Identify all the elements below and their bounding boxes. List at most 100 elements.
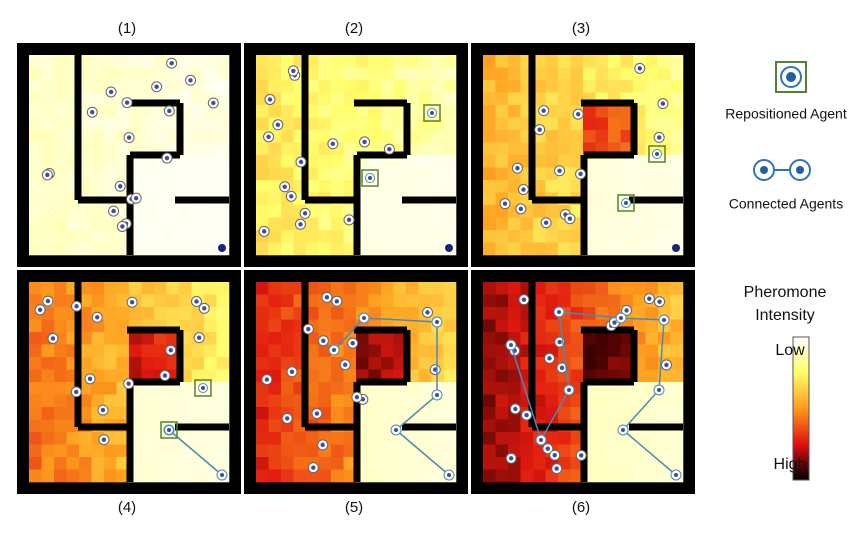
heat-cell: [483, 294, 496, 308]
heat-cell: [281, 469, 294, 483]
agent-core: [261, 229, 267, 234]
heat-cell: [495, 357, 509, 370]
heat-cell: [670, 319, 684, 333]
heat-cell: [54, 117, 67, 131]
heat-cell: [508, 55, 521, 68]
heat-cell: [166, 307, 180, 320]
heat-cell: [645, 357, 659, 370]
heat-cell: [116, 80, 130, 93]
agent-core: [509, 343, 513, 347]
heat-cell: [495, 67, 509, 81]
heat-cell: [306, 394, 319, 408]
heat-cell: [29, 192, 42, 206]
heat-cell: [191, 180, 205, 193]
heat-cell: [256, 67, 269, 81]
heat-cell: [216, 369, 230, 383]
heat-cell: [79, 117, 92, 131]
heat-cell: [41, 117, 55, 131]
heat-cell: [645, 444, 659, 458]
heat-cell: [216, 394, 230, 408]
heat-cell: [406, 180, 419, 193]
heat-cell: [356, 55, 369, 68]
heat-cell: [343, 242, 357, 256]
agent-core: [302, 211, 308, 216]
heat-cell: [570, 55, 584, 68]
heat-cell: [418, 205, 432, 218]
heat-cell: [256, 457, 269, 470]
heat-cell: [256, 332, 269, 345]
heat-cell: [129, 117, 142, 131]
heat-cell: [79, 67, 92, 81]
agent-core: [435, 393, 439, 397]
heat-cell: [343, 382, 357, 395]
heat-cell: [116, 155, 130, 168]
heat-cell: [306, 55, 319, 68]
heat-cell: [256, 55, 269, 68]
heat-cell: [381, 117, 394, 131]
heat-cell: [79, 55, 92, 68]
heat-cell: [608, 469, 621, 483]
heat-cell: [645, 242, 659, 256]
heat-cell: [166, 117, 180, 131]
agent-core: [291, 68, 296, 74]
heat-cell: [331, 432, 344, 445]
heat-cell: [41, 282, 55, 295]
heat-cell: [368, 407, 382, 420]
heat-cell: [343, 180, 357, 193]
heat-cell: [633, 382, 646, 395]
heat-cell: [633, 167, 646, 181]
heat-cell: [29, 167, 42, 181]
heat-cell: [443, 130, 457, 143]
heat-cell: [393, 457, 407, 470]
heat-cell: [41, 130, 55, 143]
heat-cell: [256, 142, 269, 156]
heat-cell: [104, 180, 117, 193]
heat-cell: [79, 382, 92, 395]
heat-cell: [41, 217, 55, 231]
heat-cell: [331, 332, 344, 345]
heat-cell: [381, 80, 394, 93]
heat-cell: [104, 130, 117, 143]
heat-cell: [508, 319, 521, 333]
heat-cell: [104, 457, 117, 470]
heat-cell: [318, 344, 332, 358]
heat-cell: [268, 180, 282, 193]
panel: [17, 43, 241, 267]
heat-cell: [608, 55, 621, 68]
heat-cell: [256, 407, 269, 420]
heat-cell: [331, 105, 344, 118]
heat-cell: [129, 80, 142, 93]
heat-cell: [91, 344, 105, 358]
heat-cell: [508, 217, 521, 231]
heat-cell: [381, 167, 394, 181]
heat-cell: [191, 55, 205, 68]
heat-cell: [91, 180, 105, 193]
agent-core: [541, 108, 546, 113]
heat-cell: [91, 80, 105, 93]
heat-cell: [633, 307, 646, 320]
heat-cell: [306, 117, 319, 131]
heat-cell: [29, 92, 42, 106]
heat-cell: [281, 444, 294, 458]
heat-cell: [418, 167, 432, 181]
heat-cell: [116, 67, 130, 81]
heat-cell: [281, 92, 294, 106]
heat-cell: [633, 457, 646, 470]
heat-cell: [281, 344, 294, 358]
heat-cell: [545, 294, 559, 308]
heat-cell: [293, 230, 307, 243]
heat-cell: [418, 242, 432, 256]
heat-cell: [343, 142, 357, 156]
heat-cell: [256, 80, 269, 93]
agent-core: [342, 362, 348, 367]
heat-cell: [268, 80, 282, 93]
legend-agent-core: [786, 72, 796, 82]
heat-cell: [595, 344, 609, 358]
heat-cell: [670, 294, 684, 308]
heat-cell: [154, 332, 167, 345]
heat-cell: [558, 55, 571, 68]
heat-cell: [179, 432, 192, 445]
heat-cell: [29, 105, 42, 118]
heat-cell: [256, 155, 269, 168]
heat-cell: [79, 457, 92, 470]
